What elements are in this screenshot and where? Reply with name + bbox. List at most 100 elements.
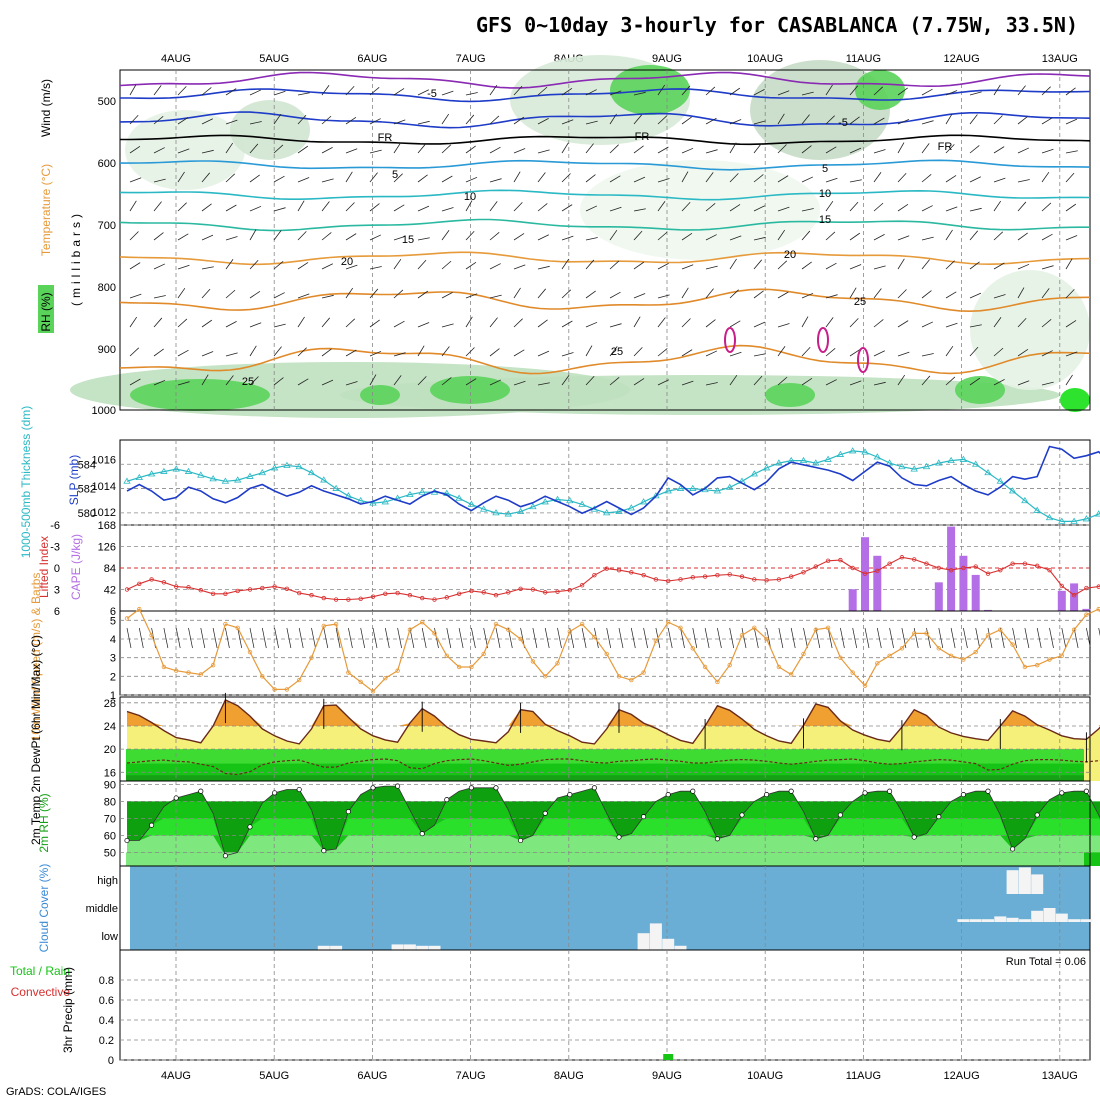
cloud-bar-low	[428, 945, 441, 950]
wind-barb	[273, 175, 285, 183]
li-point	[1010, 561, 1015, 566]
wind-barb	[777, 206, 790, 212]
wind-barb	[609, 323, 622, 328]
wind-barb	[849, 179, 862, 183]
wind-barb-10m	[1024, 627, 1030, 649]
thickness-point	[147, 470, 156, 477]
wind-barb	[681, 85, 691, 96]
wind-speed-point	[444, 653, 449, 658]
wind-barb	[513, 171, 521, 183]
wind-barb	[633, 176, 646, 183]
wind-barb-10m	[692, 627, 698, 649]
wind-barb	[537, 319, 548, 328]
li-point	[309, 593, 314, 598]
wind-barb-10m	[1036, 627, 1042, 649]
wind-barb-10m	[643, 627, 648, 649]
rh-point	[419, 831, 425, 837]
wind-barb	[249, 205, 262, 212]
wind-speed-point	[481, 651, 486, 657]
wind-barb	[801, 377, 813, 386]
wind-speed-point	[272, 687, 277, 692]
wind-barb	[825, 115, 835, 125]
wind10-panel-labels: 10m Wind Speed (m/s) & Barbs	[29, 573, 43, 742]
wind-barb	[297, 177, 310, 183]
wind-barb	[225, 204, 237, 212]
slp-label: SLP (mb)	[67, 455, 81, 505]
wind-barb	[489, 115, 500, 125]
wind-barb	[777, 291, 789, 299]
wind-barb	[993, 231, 1004, 241]
precip-conv-label: Convective	[11, 985, 71, 999]
wind-barb-10m	[1086, 627, 1091, 649]
cloud-bar-high	[1031, 874, 1044, 894]
wind-barb	[657, 294, 670, 299]
wind-barb	[537, 203, 548, 212]
rh-point	[567, 792, 573, 798]
contour-line	[119, 218, 1090, 232]
wind-barb	[585, 290, 596, 299]
wind-barb	[465, 200, 473, 212]
wind-barb	[681, 287, 689, 299]
rh-point	[837, 812, 843, 818]
li-point	[862, 571, 868, 576]
wind-barb	[873, 202, 884, 212]
wind-barb	[177, 349, 189, 357]
wind-barb	[225, 321, 237, 328]
wind-barb	[993, 347, 1004, 357]
wind-speed-point	[715, 679, 720, 685]
wind-barb	[249, 229, 257, 241]
wind-barb	[705, 265, 718, 270]
wind-barb	[153, 147, 165, 154]
wind-barb	[969, 324, 982, 328]
thickness-point	[1008, 487, 1017, 494]
wind-barb	[129, 84, 137, 96]
wind-barb	[177, 287, 186, 299]
wind-barb	[825, 231, 836, 241]
wind-barb	[321, 232, 332, 241]
wind-barb	[465, 176, 478, 183]
wind-speed-point	[518, 636, 523, 642]
li-point	[739, 574, 745, 579]
wind-barb	[393, 142, 401, 154]
wind-speed-line	[126, 608, 1100, 693]
wind-barb	[345, 171, 353, 183]
thickness-point	[332, 484, 340, 491]
wind-barb	[441, 175, 453, 183]
wind-barb	[153, 379, 166, 386]
wind-barb	[729, 87, 741, 96]
wind-speed-point	[284, 687, 290, 692]
precip-panel: 0.8 0.6 0.4 0.2 0	[99, 949, 1091, 1067]
cape-bar	[959, 555, 968, 611]
wind-barb	[177, 264, 190, 270]
rh-band	[127, 818, 1100, 856]
wind-barb	[489, 317, 498, 328]
wind-barb	[969, 145, 980, 154]
wind-barb	[993, 177, 1006, 183]
rh-point	[714, 836, 720, 842]
rh-point	[173, 795, 179, 801]
wind-barb	[801, 208, 814, 212]
wind-barb	[873, 350, 885, 357]
wind-barb	[297, 262, 309, 270]
li-point	[530, 587, 536, 592]
wind-barb	[489, 379, 502, 386]
wind-barb	[753, 375, 763, 386]
li-point	[666, 578, 671, 584]
thickness-point	[258, 469, 267, 476]
rh-point	[321, 848, 327, 854]
wind-barb	[777, 376, 788, 386]
thickness-point	[1033, 506, 1041, 513]
wind-barb-10m	[446, 627, 452, 649]
wind-barb	[153, 295, 166, 299]
wind-speed-point	[247, 649, 253, 655]
rh-point	[960, 792, 966, 798]
wind-barb-10m	[458, 627, 464, 649]
cloud-bar-low	[649, 923, 662, 950]
wind-barb	[1017, 348, 1029, 357]
wind-barb	[249, 259, 259, 270]
wind-barb	[369, 86, 380, 96]
wind-speed-point	[690, 646, 695, 651]
wind-barb-10m	[298, 627, 304, 649]
rh-point	[862, 790, 868, 796]
wind-barb	[369, 203, 380, 212]
